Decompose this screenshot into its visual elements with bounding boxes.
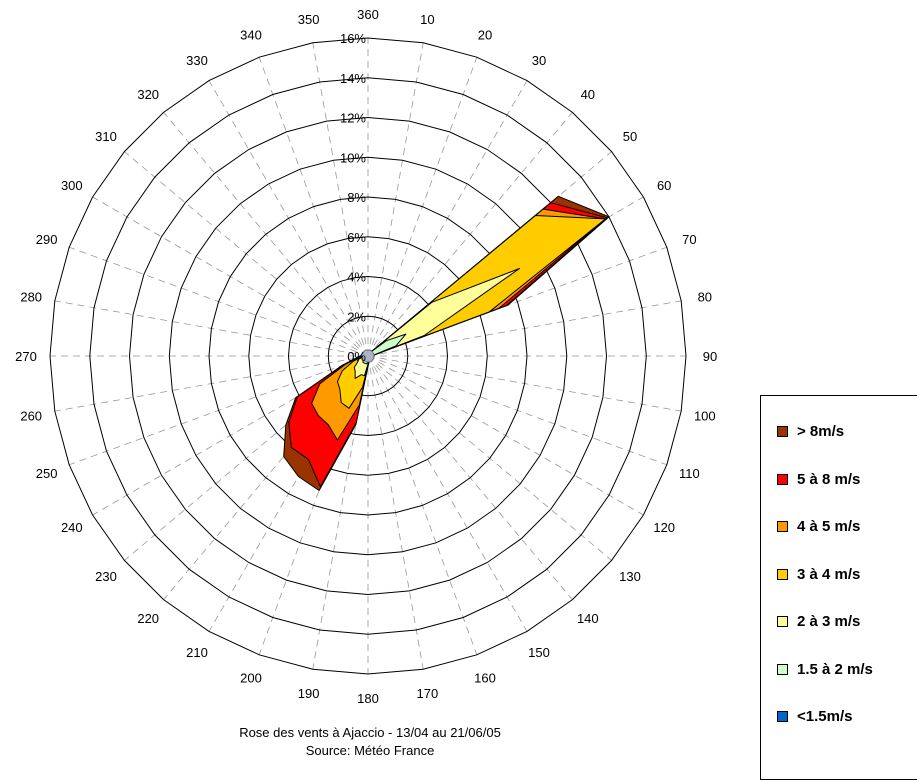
chart-subtitle: Source: Météo France xyxy=(305,743,435,758)
legend-swatch xyxy=(777,568,788,580)
direction-label-40: 40 xyxy=(581,87,595,102)
direction-label-190: 190 xyxy=(298,686,320,701)
legend-label: <1.5m/s xyxy=(797,708,853,725)
legend-label: 4 à 5 m/s xyxy=(797,518,861,535)
direction-label-70: 70 xyxy=(682,232,696,247)
direction-label-280: 280 xyxy=(20,290,42,305)
legend-label: 1.5 à 2 m/s xyxy=(797,660,873,678)
direction-label-10: 10 xyxy=(420,12,434,27)
direction-label-90: 90 xyxy=(703,349,717,364)
radial-tick-7: 14% xyxy=(340,71,366,86)
direction-label-180: 180 xyxy=(357,691,379,706)
direction-label-100: 100 xyxy=(694,408,716,423)
direction-label-200: 200 xyxy=(240,670,262,685)
series-4 xyxy=(337,215,606,409)
direction-label-130: 130 xyxy=(619,569,641,584)
legend-swatch xyxy=(777,711,788,722)
direction-label-160: 160 xyxy=(474,670,496,685)
direction-label-110: 110 xyxy=(679,466,700,481)
radial-tick-6: 12% xyxy=(340,111,366,126)
direction-label-270: 270 xyxy=(15,349,37,364)
direction-label-120: 120 xyxy=(653,520,675,535)
direction-label-20: 20 xyxy=(478,28,492,43)
direction-label-340: 340 xyxy=(240,28,262,43)
direction-label-150: 150 xyxy=(528,645,550,660)
legend-label: 3 à 4 m/s xyxy=(797,565,861,583)
legend-label: > 8m/s xyxy=(797,423,845,440)
legend-swatch xyxy=(777,426,788,437)
direction-label-350: 350 xyxy=(298,12,320,27)
legend-item: 4 à 5 m/s xyxy=(777,518,860,535)
direction-label-250: 250 xyxy=(36,466,58,481)
radial-tick-5: 10% xyxy=(340,150,366,165)
direction-label-170: 170 xyxy=(417,686,439,701)
legend-item: <1.5m/s xyxy=(777,708,852,725)
legend-item: 5 à 8 m/s xyxy=(777,471,860,488)
direction-label-330: 330 xyxy=(186,53,208,68)
radial-tick-0: 0% xyxy=(347,349,366,364)
direction-label-360: 360 xyxy=(357,7,379,22)
direction-label-210: 210 xyxy=(186,645,208,660)
radial-tick-8: 16% xyxy=(340,31,366,46)
legend-item: > 8m/s xyxy=(777,423,844,440)
radial-tick-4: 8% xyxy=(347,190,366,205)
chart-title: Rose des vents à Ajaccio - 13/04 au 21/0… xyxy=(239,725,501,740)
direction-label-310: 310 xyxy=(95,129,117,144)
radial-tick-1: 2% xyxy=(347,309,366,324)
radial-tick-3: 6% xyxy=(347,230,366,245)
legend-swatch xyxy=(777,521,788,532)
direction-label-140: 140 xyxy=(577,611,599,626)
radial-tick-2: 4% xyxy=(347,270,366,285)
direction-label-80: 80 xyxy=(698,290,712,305)
direction-label-240: 240 xyxy=(61,520,83,535)
legend-item: 1.5 à 2 m/s xyxy=(777,661,873,678)
direction-label-60: 60 xyxy=(657,178,671,193)
center-marker xyxy=(361,349,375,363)
legend-label: 2 à 3 m/s xyxy=(797,613,861,630)
legend-label: 5 à 8 m/s xyxy=(797,470,861,488)
legend-item: 2 à 3 m/s xyxy=(777,613,860,630)
direction-label-50: 50 xyxy=(623,129,637,144)
legend: > 8m/s 5 à 8 m/s 4 à 5 m/s 3 à 4 m/s 2 à 3 m… xyxy=(760,395,917,780)
legend-swatch xyxy=(777,473,788,485)
legend-item: 3 à 4 m/s xyxy=(777,566,860,583)
direction-label-220: 220 xyxy=(137,611,159,626)
series-layer xyxy=(283,195,610,491)
direction-label-30: 30 xyxy=(532,53,546,68)
direction-label-320: 320 xyxy=(137,87,159,102)
direction-label-260: 260 xyxy=(20,408,42,423)
tick-labels: 360 10 20 30 40 50 60 70 80 90 100 110 120 130 140 150 1… xyxy=(15,7,717,706)
series-5 xyxy=(353,268,520,379)
direction-label-230: 230 xyxy=(95,569,117,584)
grid-ring-8 xyxy=(49,37,687,675)
legend-swatch xyxy=(777,616,788,627)
direction-label-290: 290 xyxy=(36,232,58,247)
legend-swatch xyxy=(777,663,788,675)
direction-label-300: 300 xyxy=(61,178,83,193)
